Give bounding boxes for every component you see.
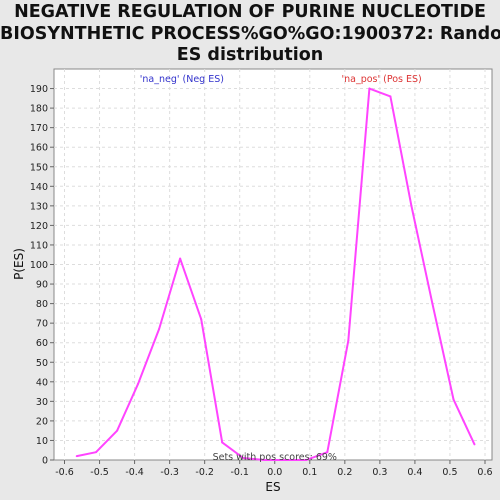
data-point: [473, 443, 476, 446]
x-tick-label: 0.0: [267, 467, 282, 478]
y-tick-label: 170: [30, 123, 48, 134]
y-tick-label: 20: [36, 416, 48, 427]
y-tick-label: 150: [30, 162, 48, 173]
annotation-label: 'na_pos' (Pos ES): [341, 74, 421, 85]
x-axis-title: ES: [265, 480, 280, 494]
x-tick-label: -0.4: [125, 467, 144, 478]
y-tick-label: 110: [30, 240, 48, 251]
x-tick-label: -0.1: [230, 467, 249, 478]
y-tick-label: 100: [30, 260, 48, 271]
x-tick-label: -0.5: [90, 467, 109, 478]
y-axis-title: P(ES): [12, 248, 26, 280]
chart-title-line-3: ES distribution: [176, 45, 324, 65]
x-tick-label: 0.5: [442, 467, 457, 478]
data-point: [410, 204, 413, 207]
data-point: [221, 441, 224, 444]
y-tick-label: 0: [42, 456, 48, 467]
data-point: [389, 95, 392, 98]
data-point: [200, 318, 203, 321]
y-tick-label: 50: [36, 358, 48, 369]
y-tick-label: 190: [30, 84, 48, 95]
annotation-label: 'na_neg' (Neg ES): [140, 74, 224, 85]
data-point: [116, 429, 119, 432]
chart-title-line-2: BIOSYNTHETIC PROCESS%GO%GO:1900372: Rand…: [0, 23, 500, 44]
x-tick-label: 0.2: [337, 467, 352, 478]
data-point: [326, 451, 329, 454]
data-point: [452, 398, 455, 401]
y-tick-label: 70: [36, 319, 48, 330]
y-tick-label: 40: [36, 377, 48, 388]
y-tick-label: 60: [36, 338, 48, 349]
data-point: [95, 451, 98, 454]
y-tick-label: 180: [30, 104, 48, 115]
y-tick-label: 90: [36, 280, 48, 291]
x-tick-label: 0.4: [407, 467, 422, 478]
y-tick-label: 80: [36, 299, 48, 310]
x-tick-label: 0.1: [302, 467, 317, 478]
x-tick-label: 0.3: [372, 467, 387, 478]
x-tick-label: -0.6: [55, 467, 74, 478]
chart-title: NEGATIVE REGULATION OF PURINE NUCLEOTIDE…: [0, 2, 500, 67]
y-tick-label: 30: [36, 397, 48, 408]
y-tick-label: 10: [36, 436, 48, 447]
series-group: [75, 87, 476, 461]
grid-lines: [54, 69, 492, 460]
data-point: [75, 455, 78, 458]
data-point: [158, 328, 161, 331]
data-point: [305, 459, 308, 461]
x-tick-label: -0.3: [160, 467, 179, 478]
data-point: [284, 459, 287, 461]
axis-ticks: 0 10 20 30 40 50 60 70 80 90 100 110 120 130 140 150 160…: [30, 84, 493, 478]
data-point: [242, 457, 245, 460]
y-tick-label: 160: [30, 143, 48, 154]
chart-title-line-1: NEGATIVE REGULATION OF PURINE NUCLEOTIDE: [14, 2, 486, 22]
data-point: [263, 459, 266, 461]
y-tick-label: 130: [30, 201, 48, 212]
data-point: [347, 339, 350, 342]
annotations-group: 'na_neg' (Neg ES) 'na_pos' (Pos ES) Sets w…: [140, 74, 422, 463]
data-point: [179, 257, 182, 260]
data-point: [431, 302, 434, 305]
data-point: [368, 87, 371, 90]
data-point: [137, 382, 140, 385]
annotation-label: Sets with pos scores: 69%: [213, 452, 337, 463]
y-tick-label: 140: [30, 182, 48, 193]
y-tick-label: 120: [30, 221, 48, 232]
series-line: [76, 87, 476, 461]
x-tick-label: -0.2: [195, 467, 214, 478]
x-tick-label: 0.6: [477, 467, 492, 478]
